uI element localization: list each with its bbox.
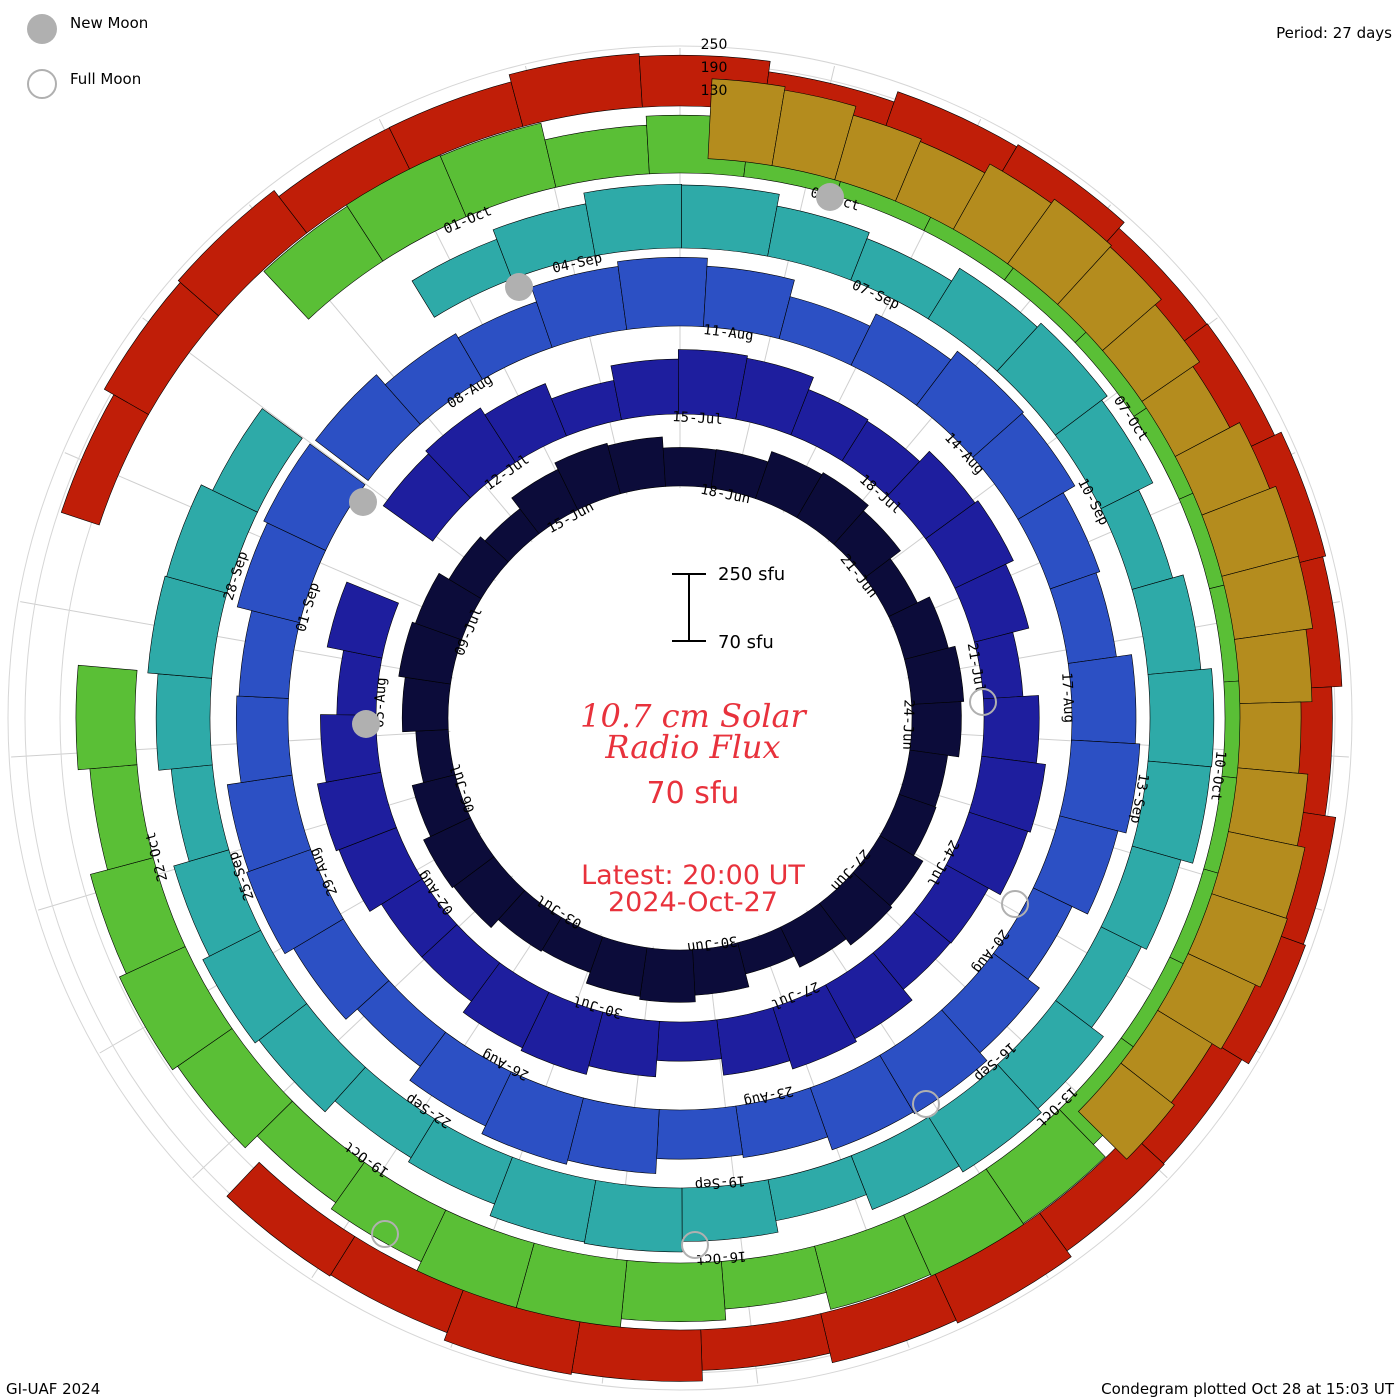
flux-segment — [567, 1097, 660, 1174]
new-moon-marker — [349, 488, 377, 516]
flux-segment — [212, 408, 303, 513]
flux-segment — [235, 695, 293, 783]
flux-segment — [610, 358, 679, 421]
flux-segment — [170, 764, 230, 862]
flux-segment — [75, 664, 138, 771]
moon-markers — [349, 183, 1029, 1259]
flux-segment — [1147, 668, 1215, 768]
base-value-label: 70 sfu — [647, 776, 740, 811]
full-moon-marker — [969, 688, 997, 716]
flux-segment — [1049, 572, 1117, 664]
flux-segment — [1131, 574, 1202, 675]
flux-segment — [448, 536, 509, 599]
period-label: Period: 27 days — [1276, 24, 1392, 42]
date-label: 10-Oct — [1207, 750, 1228, 802]
flux-segment — [411, 238, 513, 318]
flux-segment — [981, 695, 1040, 764]
full-moon-marker — [912, 1090, 940, 1118]
new-moon-marker — [352, 710, 380, 738]
new-moon-marker — [816, 183, 844, 211]
flux-segment — [1234, 628, 1313, 704]
flux-segment — [1237, 701, 1302, 774]
chart-title-line1: 10.7 cm Solar — [580, 697, 807, 735]
date-label: 15-Jul — [672, 409, 723, 428]
flux-segment — [508, 53, 643, 127]
flux-segment — [544, 124, 650, 188]
flux-segment — [401, 676, 451, 733]
flux-segment — [1100, 489, 1174, 590]
grid-spoke — [706, 946, 759, 1384]
flux-segment — [415, 729, 456, 783]
scale-bar-top-label: 250 sfu — [718, 564, 785, 585]
flux-segment — [89, 764, 154, 871]
flux-segment — [1067, 654, 1137, 745]
flux-segment — [583, 1180, 683, 1253]
flux-segment — [1078, 1062, 1175, 1160]
scale-label-190: 190 — [701, 60, 728, 76]
full-moon-marker — [1001, 890, 1029, 918]
latest-time-label: Latest: 20:00 UT — [581, 860, 805, 891]
flux-segment — [767, 1155, 867, 1222]
new-moon-legend-icon — [27, 14, 57, 44]
date-label: 24-Jun — [899, 699, 916, 750]
date-label: 11-Aug — [702, 322, 754, 344]
flux-segment — [326, 581, 399, 659]
scale-label-250: 250 — [701, 37, 728, 53]
latest-date-label: 2024-Oct-27 — [608, 887, 778, 918]
footer-plot-time: Condegram plotted Oct 28 at 15:03 UT — [1101, 1380, 1395, 1398]
flux-segment — [620, 1260, 727, 1322]
grid-spoke — [142, 317, 496, 582]
full-moon-legend-label: Full Moon — [70, 70, 141, 88]
flux-segment — [677, 349, 748, 420]
flux-segment — [147, 575, 228, 679]
flux-segment — [656, 1105, 744, 1160]
grid-spoke — [20, 601, 454, 679]
flux-segment — [617, 257, 708, 330]
flux-rings — [60, 53, 1343, 1382]
flux-segment — [103, 281, 220, 415]
flux-segment — [767, 205, 870, 281]
new-moon-marker — [505, 273, 533, 301]
scale-label-130: 130 — [701, 83, 728, 99]
flux-segment — [238, 610, 301, 699]
date-label: 17-Aug — [1058, 672, 1077, 723]
flux-segment — [656, 1019, 722, 1062]
new-moon-legend-label: New Moon — [70, 14, 148, 32]
chart-title-line2: Radio Flux — [604, 728, 780, 766]
flux-segment — [155, 673, 213, 771]
scale-bar — [672, 573, 706, 642]
footer-credit: GI-UAF 2024 — [6, 1380, 100, 1398]
flux-segment — [571, 1321, 703, 1382]
scale-bar-bottom-label: 70 sfu — [718, 632, 774, 653]
grid-circle — [7, 45, 1353, 1391]
date-label: 30-Jun — [686, 932, 738, 955]
flux-segment — [226, 1161, 356, 1277]
flux-segment — [583, 183, 682, 257]
flux-segment — [909, 701, 962, 758]
flux-segment — [60, 394, 149, 526]
flux-segment — [639, 947, 696, 1003]
flux-segment — [263, 443, 366, 551]
full-moon-marker — [681, 1231, 709, 1259]
flux-segment — [700, 1313, 831, 1371]
full-moon-legend-icon — [27, 69, 57, 99]
flux-segment — [681, 184, 780, 257]
date-label: 19-Sep — [694, 1172, 746, 1192]
date-label: 16-Oct — [695, 1248, 747, 1268]
full-moon-marker — [371, 1220, 399, 1248]
